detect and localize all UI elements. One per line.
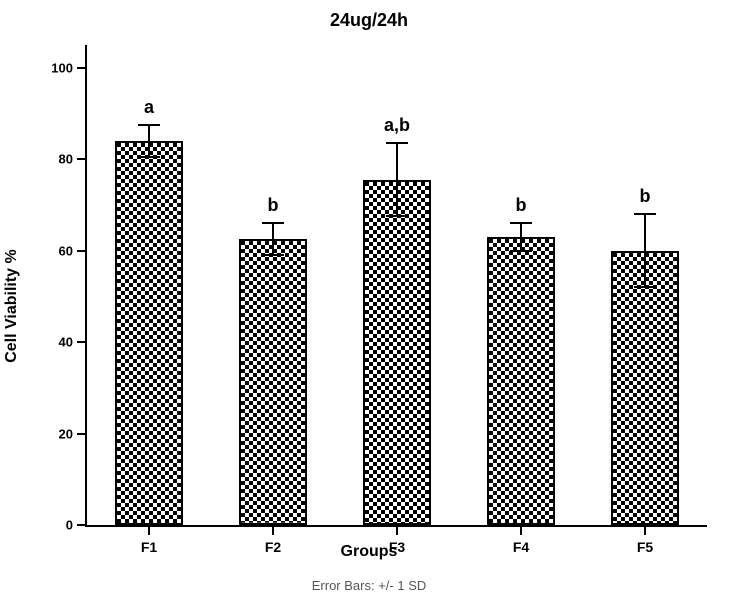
y-tick-label: 0 [66, 518, 73, 533]
bar [487, 237, 555, 525]
bar [239, 239, 307, 525]
significance-label: b [268, 195, 279, 216]
chart-container: 24ug/24h Cell Viability % Groups Error B… [0, 0, 738, 611]
error-bar [148, 125, 150, 157]
y-tick [77, 341, 87, 343]
significance-label: b [516, 195, 527, 216]
bar [115, 141, 183, 525]
error-cap [138, 124, 160, 126]
y-tick [77, 67, 87, 69]
y-tick [77, 433, 87, 435]
x-tick-label: F4 [513, 539, 529, 555]
y-tick-label: 20 [59, 426, 73, 441]
error-cap [634, 213, 656, 215]
chart-footer: Error Bars: +/- 1 SD [312, 578, 427, 593]
y-tick-label: 80 [59, 152, 73, 167]
y-axis-label: Cell Viability % [3, 249, 21, 363]
y-tick-label: 60 [59, 243, 73, 258]
x-tick-label: F2 [265, 539, 281, 555]
x-tick-label: F5 [637, 539, 653, 555]
chart-title: 24ug/24h [330, 10, 408, 31]
error-cap [510, 222, 532, 224]
error-cap [386, 142, 408, 144]
error-cap [262, 222, 284, 224]
y-tick [77, 250, 87, 252]
error-cap [262, 254, 284, 256]
error-bar [520, 223, 522, 250]
error-cap [138, 156, 160, 158]
y-tick [77, 158, 87, 160]
plot-area: 020406080100F1aF2bF3a,bF4bF5b [85, 45, 707, 527]
y-tick [77, 524, 87, 526]
x-tick-label: F1 [141, 539, 157, 555]
bar [611, 251, 679, 525]
significance-label: a,b [384, 115, 410, 136]
y-tick-label: 100 [51, 60, 73, 75]
error-bar [396, 143, 398, 216]
y-tick-label: 40 [59, 335, 73, 350]
bar [363, 180, 431, 525]
error-cap [386, 215, 408, 217]
error-bar [272, 223, 274, 255]
significance-label: a [144, 97, 154, 118]
significance-label: b [640, 186, 651, 207]
error-cap [510, 250, 532, 252]
error-cap [634, 286, 656, 288]
x-tick-label: F3 [389, 539, 405, 555]
error-bar [644, 214, 646, 287]
